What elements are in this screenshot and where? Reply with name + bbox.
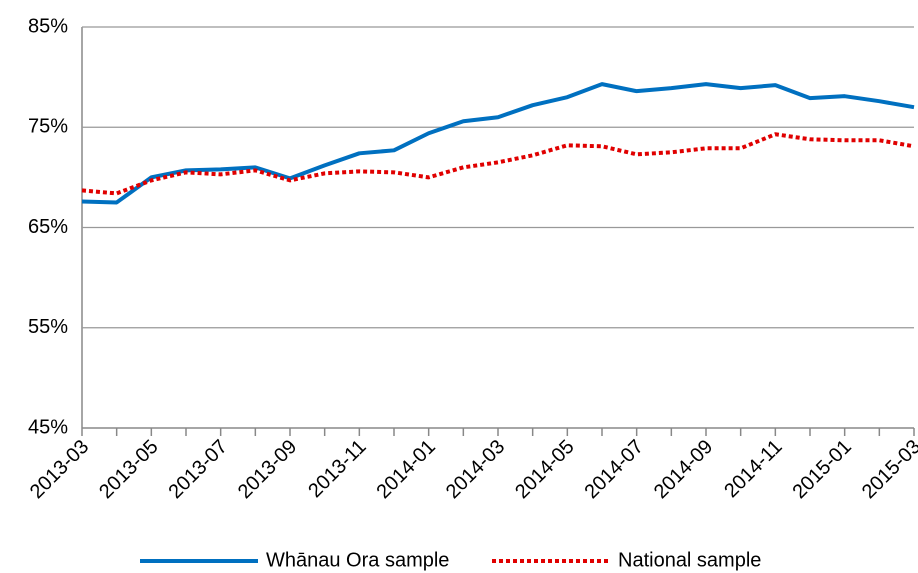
data-line [81, 82, 915, 205]
legend-label: Whānau Ora sample [266, 549, 449, 571]
data-line [81, 132, 915, 196]
y-tick-label: 65% [28, 216, 68, 238]
x-tick-label: 2014-09 [650, 436, 717, 503]
y-tick-label: 75% [28, 116, 68, 138]
x-tick-label: 2015-03 [858, 436, 918, 503]
x-tick-label: 2013-07 [164, 436, 231, 503]
x-tick-label: 2014-11 [720, 436, 786, 502]
x-tick-label: 2013-11 [304, 436, 370, 502]
y-tick-label: 85% [28, 15, 68, 37]
y-tick-label: 55% [28, 316, 68, 338]
x-tick-label: 2014-01 [372, 436, 439, 503]
x-tick-label: 2013-05 [95, 436, 162, 503]
x-tick-label: 2014-05 [511, 436, 578, 503]
x-tick-label: 2013-09 [234, 436, 301, 503]
legend-label: National sample [618, 549, 761, 571]
x-tick-label: 2015-01 [788, 436, 855, 503]
x-tick-label: 2014-03 [442, 436, 509, 503]
y-tick-label: 45% [28, 416, 68, 438]
x-tick-label: 2013-03 [26, 436, 93, 503]
x-tick-label: 2014-07 [580, 436, 647, 503]
